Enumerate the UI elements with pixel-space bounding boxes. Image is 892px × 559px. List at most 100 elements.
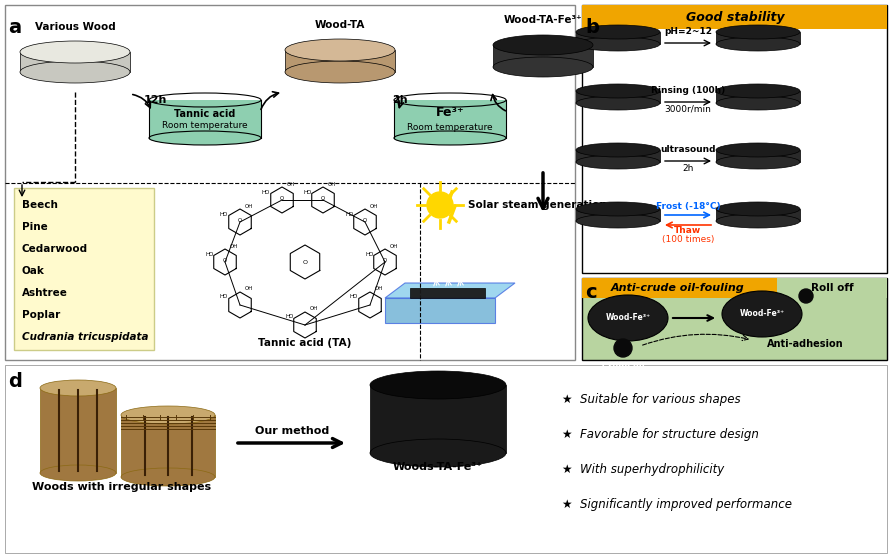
Text: Ashtree: Ashtree [22,288,68,298]
Text: 3000r/min: 3000r/min [665,105,712,114]
Ellipse shape [716,84,800,98]
Text: Cudrania tricuspidata: Cudrania tricuspidata [22,332,148,342]
Text: b: b [585,18,599,37]
Text: ★  Favorable for structure design: ★ Favorable for structure design [562,428,759,441]
Text: Wood-TA-Fe³⁺: Wood-TA-Fe³⁺ [504,15,582,25]
FancyBboxPatch shape [5,365,887,553]
Ellipse shape [40,380,116,396]
Ellipse shape [576,214,660,228]
Polygon shape [410,288,485,298]
Text: Solar steam generation: Solar steam generation [468,200,607,210]
Text: a: a [8,18,21,37]
Text: Woods-TA-Fe³⁺: Woods-TA-Fe³⁺ [393,462,483,472]
Polygon shape [493,45,593,67]
Text: Tannic acid: Tannic acid [174,109,235,119]
Ellipse shape [576,96,660,110]
FancyBboxPatch shape [582,278,887,360]
Ellipse shape [121,406,215,424]
Ellipse shape [716,155,800,169]
Text: Poplar: Poplar [22,310,61,320]
Ellipse shape [716,96,800,110]
Polygon shape [149,100,261,138]
Text: OH: OH [287,182,295,187]
Polygon shape [285,50,395,72]
Ellipse shape [716,143,800,157]
Text: Anti-adhesion: Anti-adhesion [767,339,843,349]
Ellipse shape [370,371,506,399]
Text: Frost (-18°C): Frost (-18°C) [656,202,721,211]
Polygon shape [20,52,130,72]
Text: HO: HO [345,211,353,216]
Ellipse shape [576,155,660,169]
Text: Oak: Oak [22,266,45,276]
Polygon shape [716,32,800,44]
Text: ★  Significantly improved performance: ★ Significantly improved performance [562,498,792,511]
Ellipse shape [716,202,800,216]
Text: OH: OH [245,287,253,291]
Text: Wood-TA: Wood-TA [315,20,365,30]
Ellipse shape [716,25,800,39]
Text: Tannic acid (TA): Tannic acid (TA) [259,338,351,348]
Polygon shape [370,385,506,453]
FancyBboxPatch shape [582,5,887,273]
Text: Beech: Beech [22,200,58,210]
Text: HO: HO [220,211,228,216]
Text: Good stability: Good stability [686,11,784,23]
Polygon shape [716,91,800,103]
Ellipse shape [493,35,593,55]
Text: (100 times): (100 times) [662,235,714,244]
Text: Woods with irregular shapes: Woods with irregular shapes [32,482,211,492]
Text: O: O [238,219,242,224]
Text: Thaw: Thaw [674,226,702,235]
Ellipse shape [576,202,660,216]
Text: Various Wood: Various Wood [35,22,115,32]
Text: OH: OH [310,306,318,311]
Text: 2h: 2h [392,95,408,105]
Text: OH: OH [230,244,238,249]
Text: HO: HO [262,190,270,195]
FancyBboxPatch shape [582,278,777,298]
FancyBboxPatch shape [582,5,887,29]
Ellipse shape [20,61,130,83]
Text: Pine: Pine [22,222,48,232]
Text: Rinsing (100h): Rinsing (100h) [651,86,725,95]
Ellipse shape [493,57,593,77]
Polygon shape [385,298,495,323]
Ellipse shape [20,41,130,63]
Text: ultrasound: ultrasound [660,145,715,154]
Text: 12h: 12h [144,95,167,105]
Text: OH: OH [245,203,253,209]
Text: HO: HO [220,295,228,300]
Polygon shape [576,32,660,44]
Text: Wood-Fe³⁺: Wood-Fe³⁺ [739,310,785,319]
Ellipse shape [285,39,395,61]
Text: Fe³⁺: Fe³⁺ [435,106,465,119]
Ellipse shape [370,439,506,467]
Ellipse shape [576,84,660,98]
Polygon shape [576,91,660,103]
Ellipse shape [576,25,660,39]
Text: HO: HO [365,252,374,257]
Text: O: O [363,219,368,224]
Text: OH: OH [375,287,384,291]
Polygon shape [121,415,215,477]
Text: OH: OH [390,244,399,249]
Circle shape [427,192,453,218]
Ellipse shape [394,131,506,145]
Text: Anti-crude oil-fouling: Anti-crude oil-fouling [611,283,745,293]
FancyBboxPatch shape [5,5,575,360]
Polygon shape [394,100,506,138]
Text: O: O [321,197,325,201]
Text: Crude oil: Crude oil [601,362,644,371]
Polygon shape [40,388,116,473]
Ellipse shape [121,468,215,486]
Circle shape [614,339,632,357]
Text: Room temperature: Room temperature [407,122,492,131]
Circle shape [799,289,813,303]
Ellipse shape [716,214,800,228]
Polygon shape [576,209,660,221]
Text: Cedarwood: Cedarwood [22,244,88,254]
Text: Room temperature: Room temperature [162,121,248,130]
Text: c: c [585,283,597,302]
Ellipse shape [285,61,395,83]
